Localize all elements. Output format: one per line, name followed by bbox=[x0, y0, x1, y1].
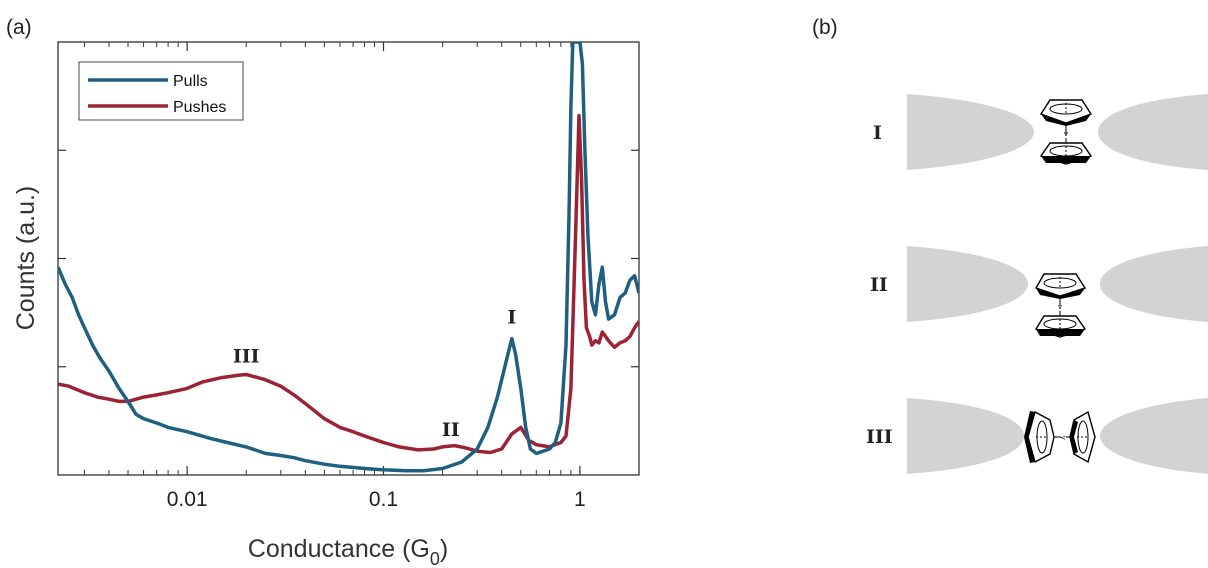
peak-label: II bbox=[442, 419, 460, 441]
x-tick-label: 0.1 bbox=[369, 488, 398, 511]
right-electrode-i bbox=[1098, 94, 1208, 170]
left-electrode-ii bbox=[907, 246, 1028, 322]
configuration-row-i: I v bbox=[873, 94, 1208, 170]
lower-cp-ring-edge-ii bbox=[1036, 329, 1085, 336]
right-cp-ring-edge-iii bbox=[1070, 420, 1078, 454]
panel-label-b: (b) bbox=[812, 16, 838, 39]
configuration-row-iii: III < bbox=[866, 398, 1208, 474]
x-tick-label: 0.01 bbox=[167, 488, 208, 511]
configuration-label-ii: II bbox=[870, 274, 888, 296]
panel-label-a: (a) bbox=[6, 16, 32, 39]
configuration-label-i: I bbox=[873, 122, 882, 144]
left-electrode-i bbox=[907, 94, 1034, 170]
lower-cp-ring-edge-i bbox=[1041, 156, 1091, 163]
legend: Pulls Pushes bbox=[78, 61, 244, 121]
x-axis-label-main: Conductance (G bbox=[248, 535, 430, 563]
series-line-pushes bbox=[58, 113, 639, 455]
left-cp-ring-edge-iii bbox=[1024, 411, 1035, 463]
series-layer bbox=[58, 42, 639, 473]
x-tick-label: 1 bbox=[574, 488, 586, 511]
ferrocene-molecule-iii: < bbox=[1024, 410, 1096, 464]
x-axis-label-subscript: 0 bbox=[430, 549, 440, 568]
junction-schematic: I v II bbox=[866, 94, 1208, 474]
upper-cp-ring-edge-ii bbox=[1036, 288, 1085, 299]
right-electrode-ii bbox=[1100, 246, 1208, 322]
x-axis-label-close: ) bbox=[440, 535, 448, 563]
left-electrode-iii bbox=[907, 398, 1024, 474]
fe-atom-ii: v bbox=[1058, 303, 1062, 311]
x-axis-label: Conductance (G0) bbox=[248, 535, 448, 568]
upper-cp-ring-edge-i bbox=[1041, 114, 1091, 126]
fe-atom-iii: < bbox=[1060, 434, 1066, 442]
configuration-label-iii: III bbox=[866, 426, 893, 448]
peak-label: III bbox=[233, 345, 260, 367]
peak-label: I bbox=[507, 306, 516, 328]
axis-ticks: 0.01 0.1 1 bbox=[58, 42, 640, 511]
right-electrode-iii bbox=[1100, 398, 1208, 474]
series-line-pulls bbox=[58, 42, 639, 473]
ferrocene-molecule-ii: v bbox=[1034, 273, 1087, 338]
ferrocene-molecule-i: v bbox=[1039, 99, 1093, 165]
configuration-row-ii: II v bbox=[870, 246, 1208, 338]
fe-atom-i: v bbox=[1064, 130, 1068, 138]
legend-box bbox=[78, 61, 244, 121]
y-axis-label: Counts (a.u.) bbox=[12, 186, 40, 331]
legend-label-pushes: Pushes bbox=[173, 99, 226, 116]
legend-label-pulls: Pulls bbox=[173, 73, 208, 90]
